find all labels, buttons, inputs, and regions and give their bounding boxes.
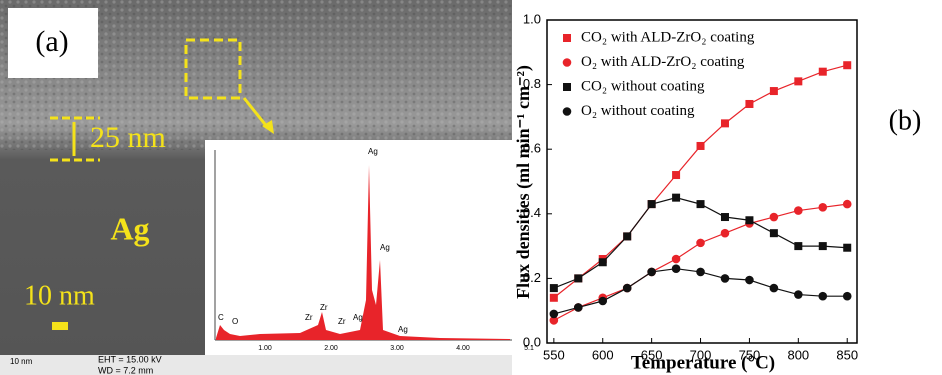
legend-label: CO₂ without coating [581,78,705,94]
marker [622,283,632,293]
marker [696,141,705,150]
x-tick-label: 850 [836,347,858,362]
marker [720,228,730,238]
marker [672,193,681,202]
peak-label: Ag [353,313,363,322]
marker [769,212,779,222]
marker [843,243,852,252]
marker [769,283,779,293]
y-tick-label: 0.4 [523,205,541,220]
panel-label: (a) [35,25,68,58]
arrow-head [262,120,274,134]
x-axis-title: Temperature (°C) [631,352,775,373]
legend-marker [563,83,571,91]
plot-frame [546,19,858,344]
marker [672,171,681,180]
peak-label: Zr [305,313,313,322]
marker [842,199,852,209]
marker [549,284,558,293]
panel-b: (b) Temperature (°C) Flux densities (ml … [513,11,921,373]
marker [720,213,729,222]
marker [696,238,705,248]
info-bar [0,355,512,375]
inset-tick-label: 2.00 [324,345,338,352]
marker [794,77,803,86]
marker [598,296,608,306]
marker [647,267,656,277]
marker [623,232,632,241]
legend-label: CO₂ with ALD-ZrO₂ coating [581,29,755,45]
label-box [8,8,98,78]
footer-scale: 10 nm [10,357,33,366]
marker [794,206,803,215]
arrow [242,97,270,129]
marker [794,290,803,299]
legend-marker [562,58,572,67]
marker [598,258,607,267]
inset [205,140,515,355]
marker [818,242,827,251]
marker [671,254,681,264]
marker [574,274,583,283]
peak-label: Ag [368,147,378,156]
marker [720,274,730,283]
y-tick-label: 0.0 [523,334,541,349]
marker [720,119,729,128]
footer-eht: EHT = 15.00 kV [98,354,162,364]
x-tick-label: 700 [690,347,712,362]
marker [794,242,803,251]
x-tick-label: 650 [641,347,663,362]
marker [696,200,705,209]
y-tick-label: 0.2 [523,270,541,285]
inset-tick-label: 4.00 [456,345,470,352]
scale-bar [52,322,68,330]
legend-marker [563,34,571,42]
series-line [553,64,848,299]
marker [671,264,681,274]
peak-label: Zr [320,303,328,312]
legend-marker [562,107,572,116]
marker [769,229,778,238]
peak-label: C [218,313,224,322]
marker [769,87,778,96]
marker [745,216,754,225]
x-tick-label: 600 [592,347,614,362]
marker [818,291,828,301]
inset-tick-label: 1.00 [258,345,272,352]
panel-a: (a) 25 nm Ag 10 nm 10 nm EHT = 15.00 kV … [0,0,534,375]
marker [696,267,705,277]
marker [549,293,558,302]
material-label: Ag [110,210,149,246]
marker [843,61,852,70]
peak-label: Zr [338,317,346,326]
inset-tick-label: 5.1 [524,345,534,352]
thickness-label: 25 nm [90,121,166,154]
marker [818,67,827,76]
y-tick-label: 0.8 [523,76,541,91]
marker [842,291,852,301]
marker [549,309,559,319]
marker [647,200,656,209]
footer-wd: WD = 7.2 mm [98,365,153,375]
y-tick-label: 0.6 [523,141,541,156]
marker [573,303,583,312]
x-tick-label: 550 [543,347,565,362]
x-tick-label: 750 [739,347,761,362]
y-axis-title: Flux densities (ml min⁻¹ cm⁻²) [513,65,534,299]
peak-label: O [232,317,238,326]
inset-tick-label: 3.00 [390,345,404,352]
marker [745,99,754,108]
y-tick-label: 1.0 [523,11,541,26]
x-tick-label: 800 [787,347,809,362]
marker [549,316,559,325]
scale-label: 10 nm [24,280,95,311]
peak-label: Ag [398,325,408,334]
marker [818,203,828,212]
legend-label: O₂ with ALD-ZrO₂ coating [581,54,745,70]
legend-label: O₂ without coating [581,103,695,119]
marker [745,275,754,285]
annotation: (b) [889,105,922,136]
peak-label: Ag [380,243,390,252]
